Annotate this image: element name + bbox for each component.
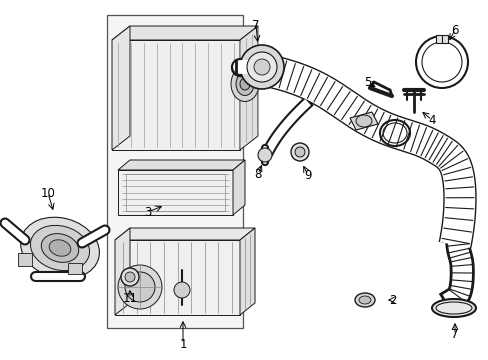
Polygon shape bbox=[118, 170, 232, 215]
Ellipse shape bbox=[354, 293, 374, 307]
Polygon shape bbox=[112, 26, 130, 150]
Text: 6: 6 bbox=[450, 23, 458, 36]
Bar bbox=[126, 174, 224, 211]
Polygon shape bbox=[112, 40, 240, 150]
Ellipse shape bbox=[355, 115, 371, 127]
Polygon shape bbox=[112, 26, 258, 40]
Circle shape bbox=[253, 59, 269, 75]
Circle shape bbox=[294, 147, 305, 157]
Polygon shape bbox=[232, 160, 244, 215]
Polygon shape bbox=[349, 112, 377, 130]
Circle shape bbox=[246, 52, 276, 82]
Ellipse shape bbox=[230, 67, 259, 102]
Circle shape bbox=[125, 272, 135, 282]
Text: 2: 2 bbox=[388, 293, 396, 306]
Text: 7: 7 bbox=[252, 18, 259, 32]
Polygon shape bbox=[18, 253, 32, 266]
Text: 9: 9 bbox=[304, 168, 311, 181]
Polygon shape bbox=[115, 240, 240, 315]
Ellipse shape bbox=[30, 225, 89, 271]
Text: 11: 11 bbox=[122, 292, 137, 305]
Circle shape bbox=[121, 268, 139, 286]
Polygon shape bbox=[68, 263, 82, 274]
Ellipse shape bbox=[49, 240, 71, 256]
Text: 10: 10 bbox=[41, 186, 55, 199]
Text: 7: 7 bbox=[450, 328, 458, 342]
Ellipse shape bbox=[358, 296, 370, 304]
Text: 3: 3 bbox=[144, 206, 151, 219]
Text: 8: 8 bbox=[254, 167, 261, 180]
Circle shape bbox=[125, 272, 155, 302]
Circle shape bbox=[258, 148, 271, 162]
Circle shape bbox=[174, 282, 190, 298]
Polygon shape bbox=[118, 160, 244, 170]
Circle shape bbox=[290, 143, 308, 161]
Ellipse shape bbox=[20, 217, 99, 279]
Text: 5: 5 bbox=[364, 76, 371, 89]
Circle shape bbox=[240, 45, 284, 89]
Text: 4: 4 bbox=[427, 113, 435, 126]
Polygon shape bbox=[115, 228, 254, 240]
Bar bbox=[435, 35, 447, 43]
Circle shape bbox=[118, 265, 162, 309]
Polygon shape bbox=[240, 228, 254, 315]
Bar bbox=[107, 15, 243, 328]
Ellipse shape bbox=[240, 78, 249, 90]
Polygon shape bbox=[240, 26, 258, 150]
Ellipse shape bbox=[431, 299, 475, 317]
Ellipse shape bbox=[41, 234, 79, 262]
Ellipse shape bbox=[236, 72, 253, 95]
Text: 1: 1 bbox=[179, 338, 186, 351]
Polygon shape bbox=[115, 228, 130, 315]
